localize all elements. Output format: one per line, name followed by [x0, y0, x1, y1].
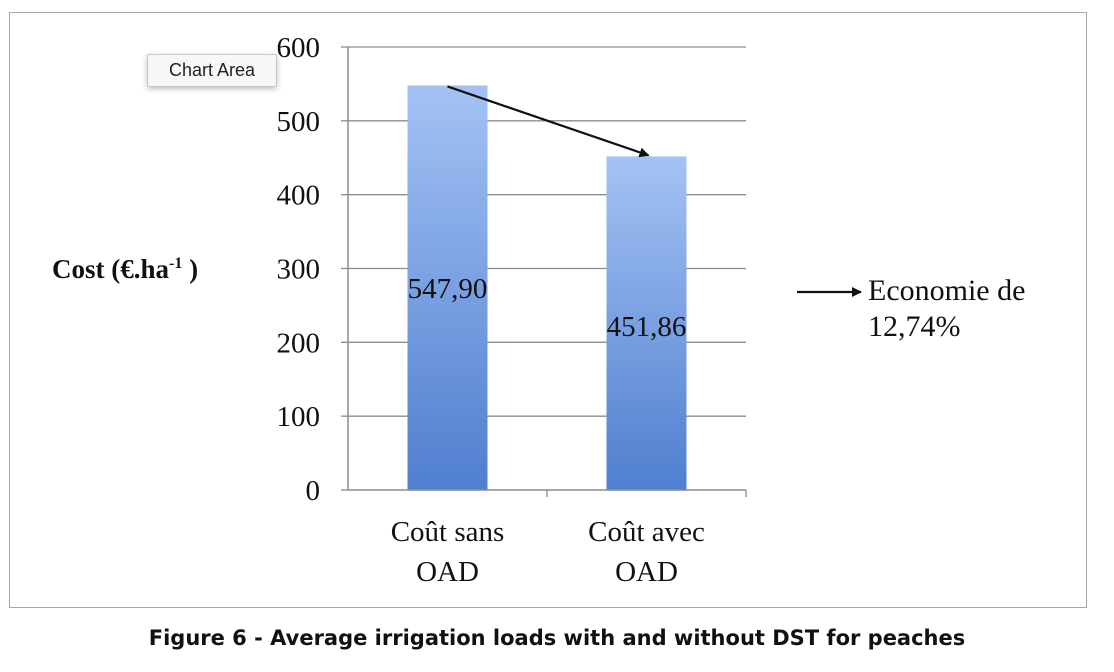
- savings-annotation: Economie de 12,74%: [868, 273, 1025, 345]
- y-tick-label: 300: [277, 254, 321, 286]
- chart-area-tooltip: Chart Area: [147, 54, 277, 87]
- data-label: 547,90: [408, 273, 488, 305]
- savings-annotation-line2: 12,74%: [868, 310, 961, 343]
- y-tick-label: 600: [277, 32, 321, 64]
- y-tick-label: 100: [277, 401, 321, 433]
- bar[interactable]: [407, 85, 488, 490]
- y-tick-label: 200: [277, 327, 321, 359]
- y-tick-label: 400: [277, 180, 321, 212]
- y-tick-label: 0: [306, 475, 321, 507]
- x-tick-label: Coût sans: [391, 516, 505, 548]
- savings-annotation-line1: Economie de: [868, 274, 1026, 307]
- figure-caption: Figure 6 - Average irrigation loads with…: [148, 626, 966, 650]
- chart-area[interactable]: [9, 12, 1087, 608]
- bar[interactable]: [606, 156, 687, 490]
- trend-arrow: [447, 85, 650, 158]
- x-tick-label: OAD: [615, 556, 678, 588]
- x-tick-label: Coût avec: [588, 516, 705, 548]
- data-label: 451,86: [607, 311, 687, 343]
- y-axis-label: Cost (€.ha-1 ): [52, 254, 199, 284]
- y-tick-label: 500: [277, 106, 321, 138]
- x-tick-label: OAD: [416, 556, 479, 588]
